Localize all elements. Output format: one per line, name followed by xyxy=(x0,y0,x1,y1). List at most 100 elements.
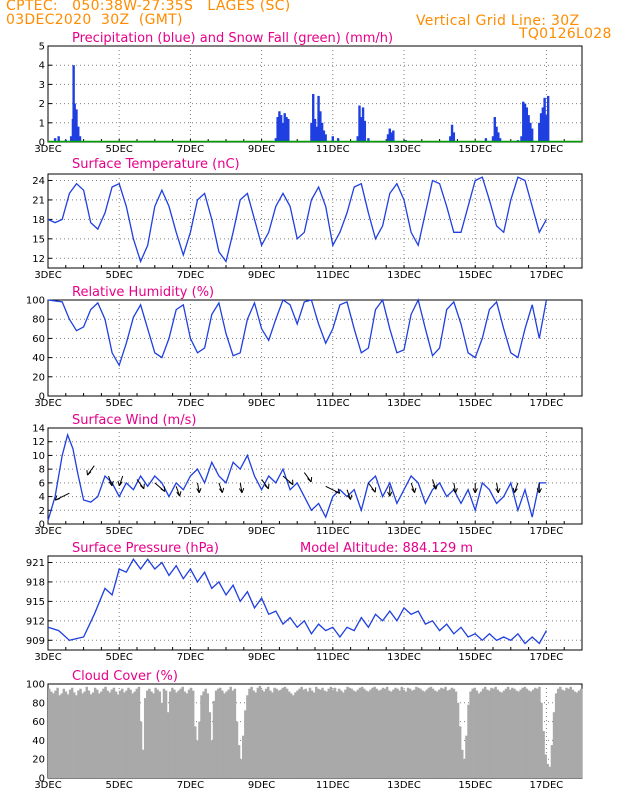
precip-bar xyxy=(495,126,498,142)
x-tick-label: 17DEC xyxy=(530,526,564,537)
cloud-bar xyxy=(481,688,485,778)
cloud-bar xyxy=(310,690,314,778)
y-tick-label: 921 xyxy=(26,558,45,569)
x-tick-label: 7DEC xyxy=(177,270,204,281)
x-tick-label: 13DEC xyxy=(387,780,421,791)
x-tick-label: 5DEC xyxy=(106,780,133,791)
cloud-bar xyxy=(85,686,89,778)
precip-bar xyxy=(283,113,286,142)
precip-bar xyxy=(278,111,281,142)
panel-frame xyxy=(47,427,583,525)
cloud-bar xyxy=(465,735,468,778)
x-tick-label: 9DEC xyxy=(248,526,275,537)
run-date: 03DEC2020 30Z (GMT) xyxy=(6,12,183,28)
x-tick-label: 5DEC xyxy=(106,652,133,663)
y-tick-label: 918 xyxy=(26,577,45,588)
cloud-bar xyxy=(398,690,401,778)
precip-bar xyxy=(360,117,363,142)
cloud-bar xyxy=(342,692,345,778)
cloud-bar xyxy=(344,689,347,778)
cloud-bar xyxy=(104,686,107,778)
wind-arrow-head xyxy=(108,480,114,487)
cloud-bar xyxy=(565,687,568,778)
x-tick-label: 15DEC xyxy=(458,652,492,663)
cloud-bar xyxy=(373,686,376,778)
cloud-bar xyxy=(331,689,335,778)
cloud-bar xyxy=(66,694,70,778)
cloud-bar xyxy=(281,687,285,778)
precip-bar xyxy=(452,132,456,142)
cloud-bar xyxy=(473,687,477,778)
panel-title: Precipitation (blue) and Snow Fall (gree… xyxy=(72,31,393,46)
x-tick-label: 11DEC xyxy=(316,652,350,663)
cloud-bar xyxy=(346,686,349,778)
y-tick-label: 5 xyxy=(39,42,45,53)
cloud-bar xyxy=(337,688,341,778)
x-tick-label: 7DEC xyxy=(177,398,204,409)
cloud-bar xyxy=(498,691,502,778)
y-tick-label: 12 xyxy=(32,437,45,448)
x-tick-label: 5DEC xyxy=(106,270,133,281)
cloud-bar xyxy=(83,691,86,778)
wind-arrow-head xyxy=(472,488,478,494)
cloud-bar xyxy=(410,690,414,778)
cloud-bar xyxy=(356,689,360,778)
precip-bar xyxy=(317,95,320,142)
cloud-bar xyxy=(112,687,116,778)
panel-frame xyxy=(47,299,583,397)
cloud-bar xyxy=(239,759,243,778)
precip-bar xyxy=(53,138,57,142)
wind-arrow-head xyxy=(432,484,438,490)
cloud-bar xyxy=(450,687,454,778)
y-tick-label: 100 xyxy=(26,680,45,691)
y-tick-label: 0 xyxy=(39,392,45,403)
panel-title: Surface Temperature (nC) xyxy=(72,157,240,172)
cloud-bar xyxy=(64,691,68,778)
station-header: CPTEC: 050:38W-27:35S LAGES (SC) xyxy=(6,0,291,14)
panel-frame xyxy=(47,173,583,269)
cloud-bar xyxy=(385,686,389,778)
cloud-bar xyxy=(444,686,447,778)
cloud-bar xyxy=(141,749,145,778)
y-tick-label: 912 xyxy=(26,616,45,627)
cloud-bar xyxy=(108,692,111,778)
y-tick-label: 2 xyxy=(39,99,45,110)
cloud-bar xyxy=(235,721,239,778)
cloud-bar xyxy=(546,763,550,778)
x-tick-label: 9DEC xyxy=(248,144,275,155)
cloud-bar xyxy=(302,689,305,778)
wind-arrow-head xyxy=(536,488,542,494)
y-tick-label: 60 xyxy=(32,334,45,345)
x-tick-label: 3DEC xyxy=(34,144,61,155)
cloud-bar xyxy=(559,686,562,778)
cloud-bar xyxy=(502,690,506,778)
wind-arrow-head xyxy=(452,487,458,494)
wind-arrow-head xyxy=(139,483,145,490)
precip-bar xyxy=(75,109,78,142)
x-tick-label: 9DEC xyxy=(248,780,275,791)
cloud-bar xyxy=(185,693,189,778)
cloud-bar xyxy=(202,691,205,778)
y-tick-label: 40 xyxy=(32,736,45,747)
cloud-bar xyxy=(327,688,331,778)
cloud-bar xyxy=(273,687,276,778)
cloud-bar xyxy=(540,702,543,778)
cloud-bar xyxy=(164,690,168,778)
cloud-bar xyxy=(492,688,495,778)
cloud-bar xyxy=(371,687,374,778)
cloud-bar xyxy=(433,690,437,778)
cloud-bar xyxy=(267,686,270,778)
cloud-bar xyxy=(118,690,122,778)
precip-bar xyxy=(319,111,322,142)
cloud-bar xyxy=(490,687,493,778)
cloud-bar xyxy=(139,721,143,778)
cloud-bar xyxy=(446,690,449,778)
cloud-bar xyxy=(452,688,456,778)
y-tick-label: 60 xyxy=(32,717,45,728)
precip-bar xyxy=(331,136,334,142)
cloud-bar xyxy=(48,688,51,778)
cloud-bar xyxy=(442,688,445,778)
cloud-bar xyxy=(431,688,435,778)
cloud-bar xyxy=(577,690,581,778)
